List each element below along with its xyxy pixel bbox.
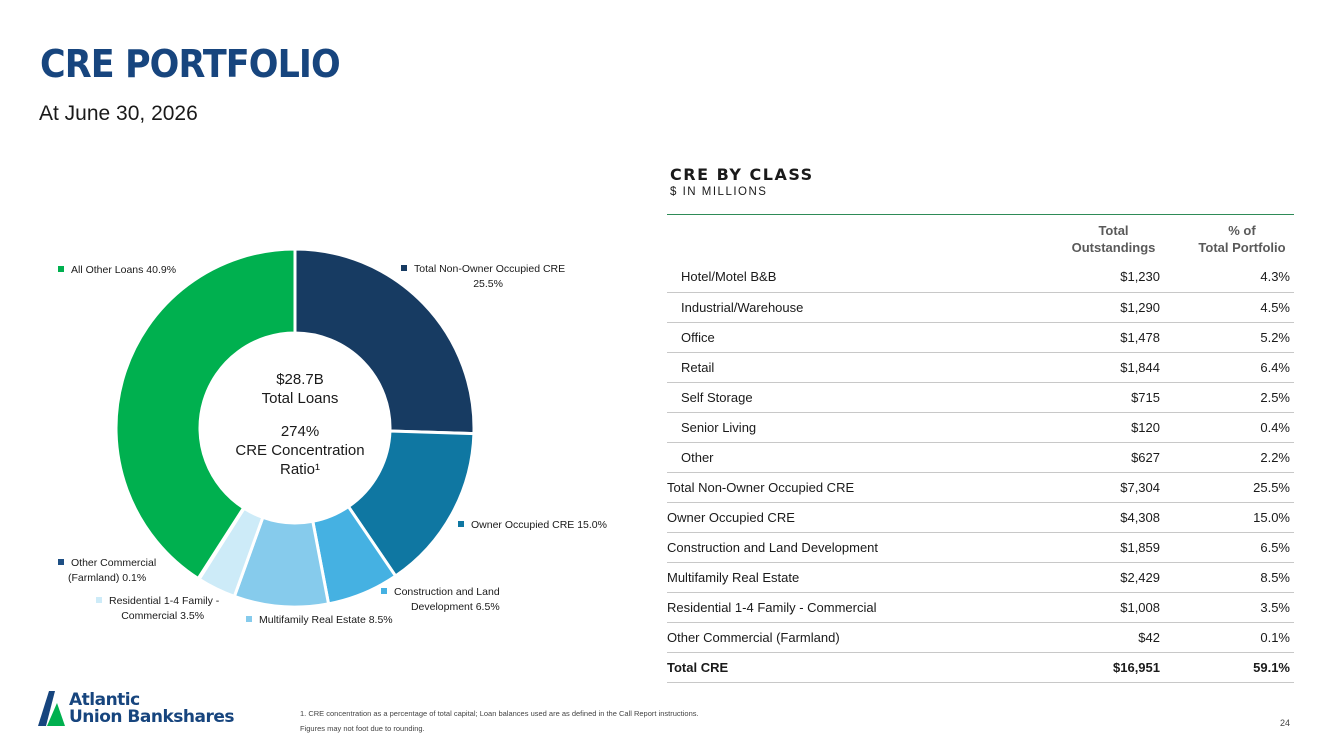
footnote-line2: Figures may not foot due to rounding.: [300, 724, 425, 733]
row-pct: 2.2%: [1164, 442, 1294, 473]
row-pct: 6.4%: [1164, 352, 1294, 383]
row-pct: 6.5%: [1164, 532, 1294, 563]
table-row: Hotel/Motel B&B $1,230 4.3%: [667, 262, 1294, 293]
table-row: Other $627 2.2%: [667, 442, 1294, 473]
row-outstanding: $1,859: [1047, 532, 1164, 563]
page-subtitle: At June 30, 2026: [39, 102, 198, 125]
row-outstanding: $1,008: [1047, 592, 1164, 623]
row-name: Self Storage: [667, 382, 1047, 413]
row-name: Industrial/Warehouse: [667, 292, 1047, 323]
table-row: Industrial/Warehouse $1,290 4.5%: [667, 292, 1294, 323]
slice-non-owner-occupied-cre: [293, 247, 476, 436]
slice-all-other-loans: [114, 247, 297, 581]
legend-other-commercial-farmland: Other Commercial (Farmland) 0.1%: [58, 556, 156, 586]
table-row: Owner Occupied CRE $4,308 15.0%: [667, 502, 1294, 533]
table-row: Senior Living $120 0.4%: [667, 412, 1294, 443]
legend-all-other-loans: All Other Loans 40.9%: [58, 263, 176, 278]
row-name: Senior Living: [667, 412, 1047, 443]
row-outstanding: $627: [1047, 442, 1164, 473]
table-unit: $ IN MILLIONS: [670, 186, 768, 198]
row-outstanding: $1,844: [1047, 352, 1164, 383]
cre-by-class-table: Total Outstandings % of Total Portfolio Ho…: [667, 220, 1294, 683]
table-row: Total Non-Owner Occupied CRE $7,304 25.5%: [667, 472, 1294, 503]
row-outstanding: $120: [1047, 412, 1164, 443]
legend-construction-land: Construction and Land Development 6.5%: [381, 585, 500, 615]
table-row: Retail $1,844 6.4%: [667, 352, 1294, 383]
row-name: Total CRE: [667, 652, 1047, 683]
row-pct: 0.1%: [1164, 622, 1294, 653]
row-outstanding: $4,308: [1047, 502, 1164, 533]
legend-swatch: [401, 265, 407, 271]
table-row: Office $1,478 5.2%: [667, 322, 1294, 353]
row-outstanding: $1,290: [1047, 292, 1164, 323]
row-name: Total Non-Owner Occupied CRE: [667, 472, 1047, 503]
center-total-value: $28.7B: [276, 371, 324, 388]
header-total-outstandings: Total Outstandings: [1071, 223, 1156, 255]
legend-swatch: [458, 521, 464, 527]
header-name: [667, 220, 1047, 262]
center-ratio-label-2: Ratio¹: [279, 461, 320, 478]
table-row: Construction and Land Development $1,859 6…: [667, 532, 1294, 563]
logo-text-line1: Atlantic: [69, 689, 140, 710]
legend-swatch: [381, 588, 387, 594]
page-title: CRE PORTFOLIO: [40, 42, 341, 86]
legend-owner-occupied-cre: Owner Occupied CRE 15.0%: [458, 518, 607, 533]
legend-swatch: [58, 559, 64, 565]
row-outstanding: $7,304: [1047, 472, 1164, 503]
footnote-line1: 1. CRE concentration as a percentage of …: [300, 709, 699, 718]
table-divider: [667, 214, 1294, 215]
donut-center-text: $28.7B Total Loans 274% CRE Concentratio…: [200, 370, 400, 479]
legend-swatch: [246, 616, 252, 622]
legend-residential-1-4: Residential 1-4 Family - Commercial 3.5%: [96, 594, 219, 624]
legend-multifamily: Multifamily Real Estate 8.5%: [246, 613, 393, 628]
row-name: Multifamily Real Estate: [667, 562, 1047, 593]
row-name: Retail: [667, 352, 1047, 383]
center-ratio-label: CRE Concentration: [235, 442, 365, 459]
row-outstanding: $2,429: [1047, 562, 1164, 593]
table-row: Other Commercial (Farmland) $42 0.1%: [667, 622, 1294, 653]
row-name: Residential 1-4 Family - Commercial: [667, 592, 1047, 623]
row-pct: 3.5%: [1164, 592, 1294, 623]
company-logo: Atlantic Union Bankshares: [38, 689, 235, 727]
row-name: Construction and Land Development: [667, 532, 1047, 563]
page-number: 24: [1280, 718, 1291, 728]
row-outstanding: $1,478: [1047, 322, 1164, 353]
center-total-label: Total Loans: [261, 390, 339, 407]
table-row: Self Storage $715 2.5%: [667, 382, 1294, 413]
row-outstanding: $16,951: [1047, 652, 1164, 683]
logo-mark-icon: [38, 691, 65, 726]
row-pct: 8.5%: [1164, 562, 1294, 593]
row-name: Owner Occupied CRE: [667, 502, 1047, 533]
row-name: Office: [667, 322, 1047, 353]
row-pct: 25.5%: [1164, 472, 1294, 503]
table-title: CRE BY CLASS: [670, 165, 814, 184]
legend-swatch: [96, 597, 102, 603]
row-pct: 2.5%: [1164, 382, 1294, 413]
table-row: Total CRE $16,951 59.1%: [667, 652, 1294, 683]
row-outstanding: $42: [1047, 622, 1164, 653]
legend-swatch: [58, 266, 64, 272]
footnote: 1. CRE concentration as a percentage of …: [300, 706, 699, 736]
table-row: Multifamily Real Estate $2,429 8.5%: [667, 562, 1294, 593]
row-name: Other Commercial (Farmland): [667, 622, 1047, 653]
table-header-row: Total Outstandings % of Total Portfolio: [667, 220, 1294, 262]
row-name: Hotel/Motel B&B: [667, 262, 1047, 293]
row-pct: 5.2%: [1164, 322, 1294, 353]
legend-non-owner-occupied-cre: Total Non-Owner Occupied CRE 25.5%: [401, 262, 565, 292]
row-pct: 4.5%: [1164, 292, 1294, 323]
logo-text-line2: Union Bankshares: [69, 706, 235, 727]
row-pct: 15.0%: [1164, 502, 1294, 533]
row-pct: 4.3%: [1164, 262, 1294, 293]
row-name: Other: [667, 442, 1047, 473]
table-row: Residential 1-4 Family - Commercial $1,00…: [667, 592, 1294, 623]
center-ratio-value: 274%: [280, 423, 320, 440]
row-pct: 0.4%: [1164, 412, 1294, 443]
row-outstanding: $715: [1047, 382, 1164, 413]
header-pct-total-portfolio: % of Total Portfolio: [1198, 223, 1286, 255]
row-pct: 59.1%: [1164, 652, 1294, 683]
row-outstanding: $1,230: [1047, 262, 1164, 293]
